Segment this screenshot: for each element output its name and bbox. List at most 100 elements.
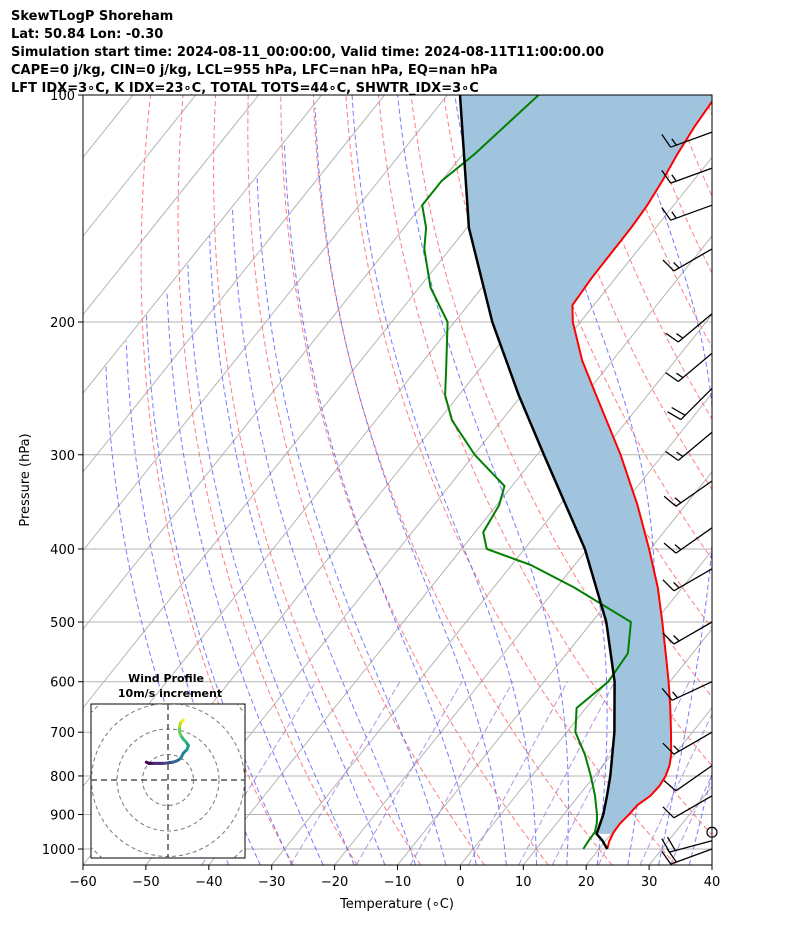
wind-barb [661,204,713,221]
isotherm-line [83,95,511,630]
chart-header: SkewTLogP Shoreham Lat: 50.84 Lon: -0.30… [11,8,604,98]
dry-adiabat [247,95,485,865]
wind-barb [662,248,713,272]
profile-lines [421,95,712,850]
dry-adiabat [703,95,712,117]
isotherm-line [208,235,712,865]
y-tick-label: 200 [50,316,75,331]
wind-barb [667,387,713,421]
wind-barb [663,480,713,507]
isotherm-line [460,549,712,865]
x-axis-label: Temperature (∘C) [339,897,454,912]
parcel-path-line [458,95,616,850]
chart-title: SkewTLogP Shoreham [11,9,174,24]
dry-adiabat [345,95,677,865]
mixing-ratio-line [518,681,616,865]
cape-shading [460,95,712,834]
x-tick-label: 30 [641,875,658,890]
y-tick-label: 700 [50,726,75,741]
isotherm-line [585,706,712,865]
moist-adiabat [527,95,656,865]
moist-adiabat [209,236,386,865]
isotherm-line [145,156,712,865]
isotherm-line [0,95,70,865]
wind-barb [665,352,713,383]
dry-adiabat [770,95,794,865]
wind-barb [661,836,713,853]
x-tick-label: 20 [578,875,595,890]
dry-adiabat [410,95,712,767]
moist-adiabat [283,143,477,865]
simulation-times: Simulation start time: 2024-08-11_00:00:… [11,45,604,60]
dry-adiabat [671,95,712,198]
wind-barb [661,131,713,148]
y-axis-label: Pressure (hPa) [18,433,33,526]
y-tick-label: 800 [50,770,75,785]
y-tick-label: 500 [50,616,75,631]
dry-adiabat [606,95,712,349]
isotherm-line [711,864,712,865]
wind-barbs [661,131,718,865]
isotherm-line [83,95,260,316]
mixing-ratio-line [355,681,463,865]
dry-adiabat [312,95,613,865]
moist-adiabat [256,175,447,865]
x-tick-label: 40 [704,875,721,890]
x-tick-label: −40 [195,875,222,890]
y-tick-label: 400 [50,543,75,558]
convective-parameters: CAPE=0 j/kg, CIN=0 j/kg, LCL=955 hPa, LF… [11,63,498,78]
wind-barb [665,431,713,461]
stability-indices: LFT IDX=3∘C, K IDX=23∘C, TOTAL TOTS=44∘C… [11,81,479,96]
wind-barb [663,527,713,554]
x-tick-label: −10 [384,875,411,890]
cape-area [460,95,712,834]
isotherm-line [83,95,385,473]
x-tick-label: 10 [515,875,532,890]
wind-barb [662,731,713,755]
hodograph-trace-segment [180,718,185,723]
temperature-line [571,99,712,850]
x-tick-label: −60 [69,875,96,890]
isotherm-line [334,392,712,865]
isotherm-line [83,95,197,237]
mixing-ratio-line [409,681,514,865]
dry-adiabat [737,95,794,865]
mixing-ratio-line [468,681,569,865]
moist-adiabat [351,95,537,865]
hodograph-inset: Wind Profile 10m/s increment [90,672,246,859]
x-tick-label: 0 [456,875,464,890]
wind-barb-calm [706,826,718,838]
isotherm-line [83,95,322,395]
dry-adiabat [280,95,549,865]
wind-barb [662,621,713,645]
wind-barb [662,795,713,819]
moist-adiabat [232,209,416,865]
y-tick-label: 1000 [42,843,75,858]
isotherm-line [83,95,448,552]
wind-barb [662,568,713,592]
moist-adiabat [146,315,293,865]
dry-adiabat [140,95,294,865]
moist-adiabat [720,95,794,865]
station-coordinates: Lat: 50.84 Lon: -0.30 [11,27,164,42]
dry-adiabat [177,95,358,865]
hodograph-title: Wind Profile [128,672,204,685]
moist-adiabat [688,771,712,865]
moist-adiabat [187,264,355,865]
wind-barb [661,167,713,184]
moist-adiabat [397,95,569,865]
hodograph-plot [91,704,245,858]
axes: −60 −50 −40 −30 −20 −10 0 10 20 30 40 1000 900 800 700… [42,89,720,890]
y-tick-label: 600 [50,676,75,691]
moist-adiabat [314,107,507,865]
y-tick-label: 900 [50,809,75,824]
y-tick-label: 300 [50,449,75,464]
hodograph-subtitle: 10m/s increment [118,687,222,700]
x-tick-label: −50 [132,875,159,890]
dewpoint-line [421,95,632,850]
x-tick-label: −20 [321,875,348,890]
wind-barb [661,681,713,701]
dry-adiabat [213,95,422,865]
x-tick-label: −30 [258,875,285,890]
